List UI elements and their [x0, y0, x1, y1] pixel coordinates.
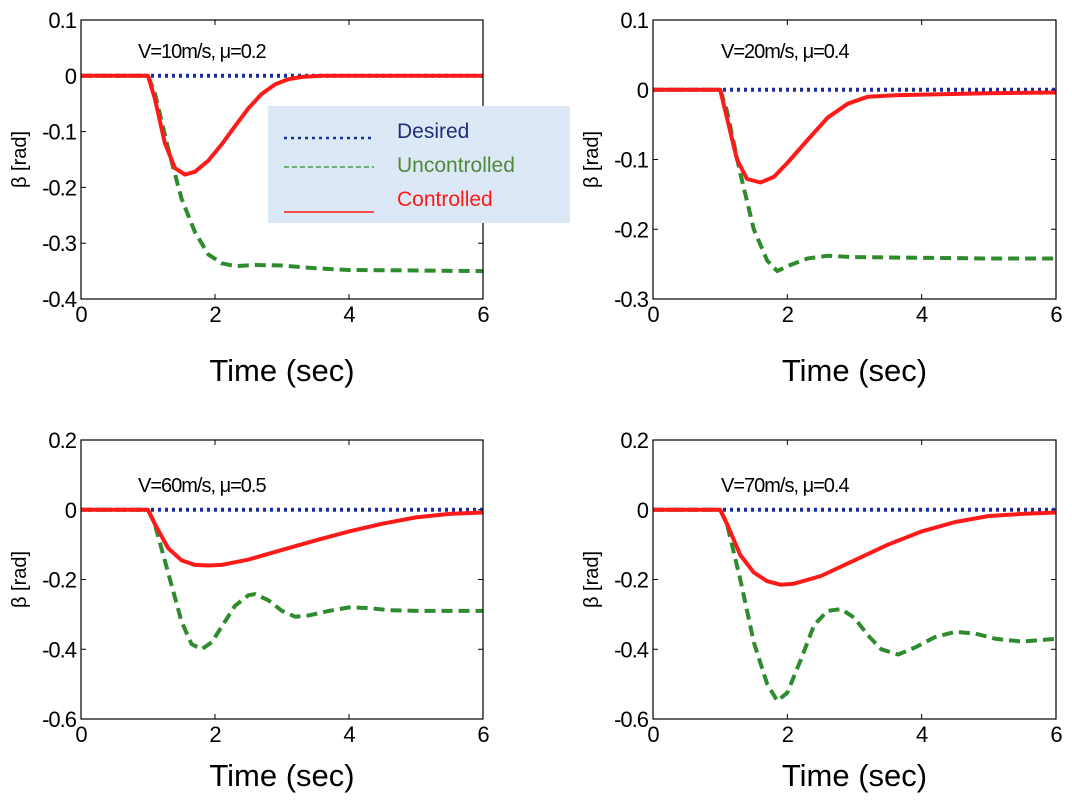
x-tick-label: 0 [75, 722, 87, 747]
y-tick-label: -0.1 [614, 148, 649, 173]
series-controlled-line [81, 507, 483, 568]
series-uncontrolled-line [81, 507, 483, 652]
y-tick-label: 0.1 [620, 8, 648, 33]
subplot-2: 0 2 4 6 0.1 0 -0.1 -0.2 -0.3 V=20m/s, μ=0.4 Time (… [581, 8, 1063, 388]
y-tick-label: -0.3 [614, 287, 649, 312]
condition-annotation: V=60m/s, μ=0.5 [138, 475, 266, 497]
y-tick-label: -0.6 [42, 707, 77, 732]
x-tick-label: 0 [647, 302, 659, 327]
x-axis-label: Time (sec) [782, 758, 927, 793]
y-tick-label: 0.1 [48, 8, 76, 33]
y-tick-label: 0 [637, 498, 649, 523]
legend: Desired Uncontrolled Controlled [268, 106, 570, 223]
y-tick-label: -0.2 [42, 568, 77, 593]
series-uncontrolled-line [653, 507, 1056, 703]
y-tick-label: -0.4 [42, 637, 77, 662]
legend-label-uncontrolled: Uncontrolled [397, 154, 515, 177]
x-tick-label: 4 [343, 722, 355, 747]
x-tick-label: 6 [477, 722, 489, 747]
x-tick-label: 2 [782, 722, 794, 747]
axes-frame [80, 439, 484, 720]
x-tick-label: 2 [209, 302, 221, 327]
x-tick-label: 2 [782, 302, 794, 327]
y-tick-label: -0.6 [614, 707, 649, 732]
y-tick-label: -0.2 [42, 175, 77, 200]
axes-frame [652, 439, 1057, 720]
y-tick-label: -0.2 [614, 217, 649, 242]
subplot-3: 0 2 4 6 0.2 0 -0.2 -0.4 -0.6 V=60m/s, μ=0.5 Time (… [9, 428, 490, 793]
condition-annotation: V=70m/s, μ=0.4 [721, 475, 849, 497]
y-tick-label: 0 [637, 78, 649, 103]
y-axis-label: β [rad] [9, 551, 31, 608]
x-tick-label: 2 [209, 722, 221, 747]
y-tick-label: -0.4 [42, 287, 77, 312]
x-axis-label: Time (sec) [782, 353, 927, 388]
y-axis-label: β [rad] [581, 551, 603, 608]
x-tick-label: 6 [477, 302, 489, 327]
y-tick-label: -0.4 [614, 637, 649, 662]
y-tick-label: 0.2 [48, 428, 76, 453]
legend-box [268, 106, 570, 223]
legend-label-desired: Desired [397, 120, 469, 143]
axes-frame [652, 19, 1057, 300]
series-controlled-line [653, 87, 1056, 185]
x-tick-label: 4 [916, 302, 928, 327]
x-axis-label: Time (sec) [209, 758, 354, 793]
condition-annotation: V=10m/s, μ=0.2 [138, 41, 266, 63]
y-tick-label: -0.2 [614, 568, 649, 593]
x-tick-label: 0 [647, 722, 659, 747]
x-tick-label: 4 [343, 302, 355, 327]
x-tick-label: 0 [75, 302, 87, 327]
series-uncontrolled-line [653, 87, 1056, 274]
y-axis-label: β [rad] [9, 131, 31, 188]
legend-label-controlled: Controlled [397, 188, 493, 211]
y-tick-label: -0.3 [42, 231, 77, 256]
series-controlled-line [653, 507, 1056, 587]
condition-annotation: V=20m/s, μ=0.4 [721, 41, 849, 63]
y-tick-label: -0.1 [42, 120, 77, 145]
subplot-4: 0 2 4 6 0.2 0 -0.2 -0.4 -0.6 V=70m/s, μ=0.4 Time (… [581, 428, 1063, 793]
y-axis-label: β [rad] [581, 131, 603, 188]
x-tick-label: 6 [1050, 722, 1062, 747]
series-controlled-line [81, 73, 483, 177]
x-tick-label: 6 [1050, 302, 1062, 327]
x-tick-label: 4 [916, 722, 928, 747]
y-tick-label: 0 [65, 498, 77, 523]
y-tick-label: 0 [65, 64, 77, 89]
y-tick-label: 0.2 [620, 428, 648, 453]
subplot-1: 0 2 4 6 0.1 0 -0.1 -0.2 -0.3 -0.4 V=10m/s, μ=0.2 Ti… [9, 8, 490, 388]
x-axis-label: Time (sec) [209, 353, 354, 388]
